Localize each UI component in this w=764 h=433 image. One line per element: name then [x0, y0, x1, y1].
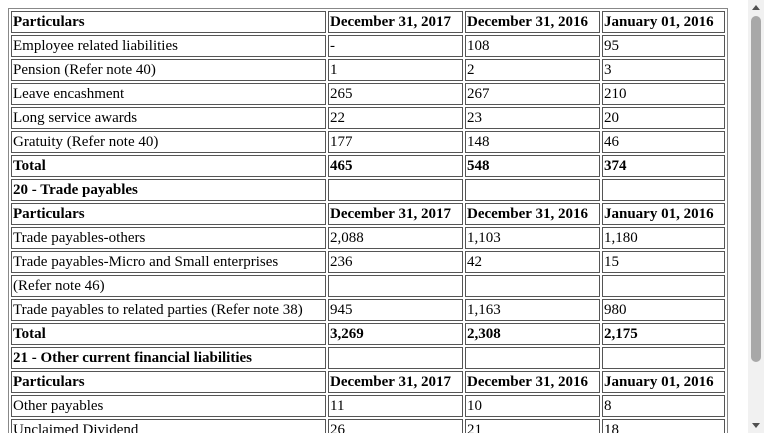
table-cell: 20 - Trade payables — [11, 179, 326, 201]
table-cell: December 31, 2016 — [465, 371, 600, 393]
table-cell: 22 — [328, 107, 463, 129]
table-cell: 21 — [465, 419, 600, 433]
table-cell: Pension (Refer note 40) — [11, 59, 326, 81]
table: Particulars December 31, 2017 December 31,… — [8, 8, 728, 433]
table-cell: 2,088 — [328, 227, 463, 249]
table-cell: Long service awards — [11, 107, 326, 129]
table-row: Trade payables-others 2,088 1,103 1,180 — [11, 227, 725, 249]
table-row: Pension (Refer note 40) 1 2 3 — [11, 59, 725, 81]
table-cell: 177 — [328, 131, 463, 153]
table-cell: 374 — [602, 155, 725, 177]
table-cell: Gratuity (Refer note 40) — [11, 131, 326, 153]
table-row: Particulars December 31, 2017 December 31,… — [11, 203, 725, 225]
table-cell: Trade payables-Micro and Small enterpris… — [11, 251, 326, 273]
table-cell: 2,175 — [602, 323, 725, 345]
table-cell: 465 — [328, 155, 463, 177]
table-cell — [465, 347, 600, 369]
table-cell: 46 — [602, 131, 725, 153]
table-cell: 11 — [328, 395, 463, 417]
table-cell: January 01, 2016 — [602, 11, 725, 33]
table-cell — [602, 347, 725, 369]
table-cell — [328, 179, 463, 201]
table-cell: 21 - Other current financial liabilities — [11, 347, 326, 369]
table-cell: 10 — [465, 395, 600, 417]
table-cell: 548 — [465, 155, 600, 177]
table-cell — [602, 275, 725, 297]
table-cell: 26 — [328, 419, 463, 433]
table-cell: December 31, 2017 — [328, 371, 463, 393]
table-cell: Trade payables-others — [11, 227, 326, 249]
table-cell: December 31, 2017 — [328, 203, 463, 225]
table-cell: - — [328, 35, 463, 57]
table-cell: 3,269 — [328, 323, 463, 345]
scroll-thumb[interactable] — [751, 16, 761, 362]
table-cell: 108 — [465, 35, 600, 57]
table-row: 20 - Trade payables — [11, 179, 725, 201]
table-row: (Refer note 46) — [11, 275, 725, 297]
table-row: Total 465 548 374 — [11, 155, 725, 177]
table-cell: 18 — [602, 419, 725, 433]
table-cell: (Refer note 46) — [11, 275, 326, 297]
table-cell — [602, 179, 725, 201]
table-row: 21 - Other current financial liabilities — [11, 347, 725, 369]
table-cell: 20 — [602, 107, 725, 129]
table-cell: 8 — [602, 395, 725, 417]
table-cell: Leave encashment — [11, 83, 326, 105]
scroll-up-arrow[interactable] — [752, 5, 760, 10]
scrollbar-arrows — [752, 5, 760, 428]
table-cell — [465, 179, 600, 201]
table-row: Trade payables-Micro and Small enterpris… — [11, 251, 725, 273]
table-cell: Particulars — [11, 371, 326, 393]
table-row: Total 3,269 2,308 2,175 — [11, 323, 725, 345]
table-cell: 95 — [602, 35, 725, 57]
table-cell: Employee related liabilities — [11, 35, 326, 57]
table-cell: 1,163 — [465, 299, 600, 321]
table-cell: 2,308 — [465, 323, 600, 345]
table-cell: January 01, 2016 — [602, 371, 725, 393]
table-cell: 945 — [328, 299, 463, 321]
table-cell: Total — [11, 323, 326, 345]
table-cell: 2 — [465, 59, 600, 81]
table-view: Particulars December 31, 2017 December 31,… — [8, 8, 728, 433]
table-cell — [328, 275, 463, 297]
scrollbar[interactable] — [748, 0, 764, 433]
table-cell — [328, 347, 463, 369]
table-cell: December 31, 2016 — [465, 203, 600, 225]
table-cell: Particulars — [11, 11, 326, 33]
table-cell: Other payables — [11, 395, 326, 417]
table-cell: Trade payables to related parties (Refer… — [11, 299, 326, 321]
table-row: Employee related liabilities -108 95 — [11, 35, 725, 57]
table-cell: January 01, 2016 — [602, 203, 725, 225]
table-cell: 42 — [465, 251, 600, 273]
table-cell: December 31, 2017 — [328, 11, 463, 33]
table-cell: Particulars — [11, 203, 326, 225]
table-cell: 3 — [602, 59, 725, 81]
table-cell: 1,180 — [602, 227, 725, 249]
table-cell: 148 — [465, 131, 600, 153]
table-row: Particulars December 31, 2017 December 31,… — [11, 371, 725, 393]
table-row: Particulars December 31, 2017 December 31,… — [11, 11, 725, 33]
table-cell: December 31, 2016 — [465, 11, 600, 33]
table-row: Trade payables to related parties (Refer… — [11, 299, 725, 321]
table-cell: 265 — [328, 83, 463, 105]
table-cell: 1 — [328, 59, 463, 81]
table-cell: 15 — [602, 251, 725, 273]
table-cell: 267 — [465, 83, 600, 105]
table-cell — [465, 275, 600, 297]
table-row: Other payables 11 10 8 — [11, 395, 725, 417]
table-cell: 210 — [602, 83, 725, 105]
table-cell: 236 — [328, 251, 463, 273]
table-row: Unclaimed Dividend 26 21 18 — [11, 419, 725, 433]
table-cell: 980 — [602, 299, 725, 321]
scroll-down-arrow[interactable] — [752, 423, 760, 428]
table-cell: Total — [11, 155, 326, 177]
table-cell: 1,103 — [465, 227, 600, 249]
table-cell: Unclaimed Dividend — [11, 419, 326, 433]
table-cell: 23 — [465, 107, 600, 129]
table-row: Long service awards 22 23 20 — [11, 107, 725, 129]
table-row: Leave encashment 265 267 210 — [11, 83, 725, 105]
table-row: Gratuity (Refer note 40) 177 148 46 — [11, 131, 725, 153]
